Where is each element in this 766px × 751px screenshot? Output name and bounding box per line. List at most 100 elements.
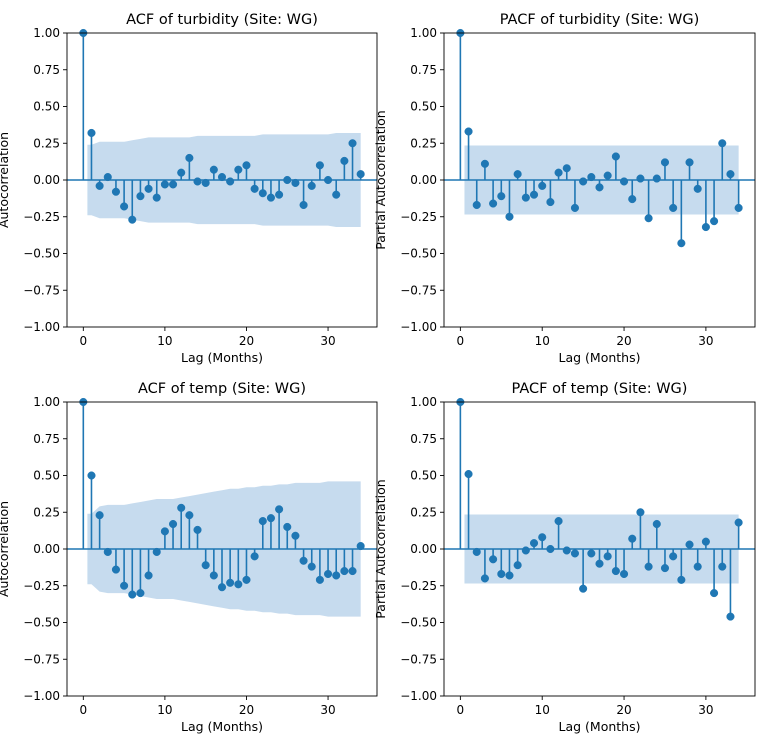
- pacf-turbidity-ytick-label: 0.00: [410, 173, 437, 187]
- pacf-temp-point: [701, 537, 710, 546]
- pacf-turbidity-point: [710, 217, 719, 226]
- pacf-turbidity-xtick-label: 0: [457, 334, 465, 348]
- pacf-temp-title: PACF of temp (Site: WG): [512, 381, 688, 397]
- pacf-turbidity-point: [677, 239, 686, 248]
- acf-turbidity-title: ACF of turbidity (Site: WG): [126, 12, 318, 28]
- acf-turbidity-point: [315, 161, 324, 170]
- pacf-turbidity-xtick-label: 10: [535, 334, 550, 348]
- acf-temp-point: [348, 567, 357, 576]
- acf-turbidity-point: [258, 189, 267, 198]
- acf-turbidity-point: [144, 184, 153, 193]
- acf-turbidity-ytick-label: −1.00: [23, 320, 60, 334]
- pacf-turbidity-point: [489, 199, 498, 208]
- acf-turbidity-point: [250, 184, 259, 193]
- pacf-turbidity-point: [693, 184, 702, 193]
- pacf-temp-point: [636, 508, 645, 517]
- acf-turbidity-ytick-label: 1.00: [33, 26, 60, 40]
- acf-temp-point: [226, 578, 235, 587]
- pacf-temp-point: [538, 533, 547, 542]
- pacf-turbidity-point: [726, 170, 735, 179]
- pacf-turbidity-point: [505, 212, 514, 221]
- acf-temp-point: [340, 567, 349, 576]
- acf-turbidity-point: [95, 181, 104, 190]
- pacf-turbidity-point: [644, 214, 653, 223]
- pacf-temp-point: [513, 561, 522, 570]
- acf-temp-point: [144, 571, 153, 580]
- acf-turbidity-ylabel: Autocorrelation: [0, 132, 11, 228]
- acf-turbidity-plot-area: [67, 33, 377, 228]
- acf-turbidity-point: [152, 193, 161, 202]
- pacf-turbidity-point: [701, 222, 710, 232]
- pacf-turbidity-point: [595, 183, 604, 192]
- pacf-turbidity-point: [636, 174, 645, 183]
- acf-turbidity-point: [234, 165, 243, 174]
- pacf-turbidity-ytick-label: 0.50: [410, 100, 437, 114]
- acf-turbidity-point: [87, 128, 96, 138]
- acf-temp-point: [193, 525, 202, 534]
- pacf-turbidity-point: [464, 127, 473, 136]
- acf-temp-point: [120, 581, 129, 590]
- pacf-temp-point: [726, 612, 735, 621]
- pacf-temp-point: [521, 546, 530, 555]
- pacf-turbidity-title: PACF of turbidity (Site: WG): [500, 12, 700, 28]
- pacf-temp-xtick-label: 10: [535, 703, 550, 717]
- acf-temp-ytick-label: −1.00: [23, 689, 60, 703]
- pacf-temp-point: [718, 562, 727, 571]
- acf-temp-point: [250, 552, 259, 561]
- acf-temp-ytick-label: 0.25: [33, 505, 60, 519]
- pacf-temp-point: [497, 569, 506, 579]
- acf-turbidity-point: [160, 180, 169, 189]
- pacf-temp-point: [489, 555, 498, 564]
- pacf-temp-ytick-label: −0.50: [400, 616, 437, 630]
- acf-temp-plot-area: [67, 402, 377, 617]
- pacf-turbidity-point: [734, 203, 743, 212]
- acf-turbidity-point: [332, 190, 341, 199]
- pacf-turbidity-point: [652, 174, 661, 183]
- pacf-turbidity-point: [669, 203, 678, 212]
- acf-turbidity-point: [291, 178, 300, 187]
- pacf-temp-point: [660, 564, 670, 573]
- acf-temp-ytick-label: 0.75: [33, 432, 60, 446]
- pacf-temp-point: [620, 569, 629, 579]
- pacf-temp-point: [628, 534, 637, 543]
- acf-turbidity-point: [299, 200, 308, 210]
- acf-turbidity-point: [242, 161, 251, 170]
- acf-turbidity-point: [283, 175, 292, 185]
- acf-temp-point: [201, 561, 210, 570]
- pacf-turbidity-point: [685, 158, 694, 167]
- pacf-temp-point: [595, 559, 604, 568]
- pacf-turbidity-point: [587, 173, 596, 182]
- acf-turbidity-point: [120, 202, 129, 211]
- pacf-turbidity-point: [570, 203, 579, 212]
- acf-temp-title: ACF of temp (Site: WG): [138, 381, 306, 397]
- pacf-temp-point: [562, 546, 571, 555]
- acf-turbidity-point: [340, 156, 349, 165]
- acf-temp-point: [234, 580, 243, 589]
- pacf-temp-point: [669, 552, 678, 561]
- acf-turbidity-point: [111, 187, 120, 196]
- acf-temp-chart: −1.00 −0.75 −0.50 −0.25 0.00 0.25 0.50 0.75 1.00…: [0, 381, 378, 734]
- pacf-turbidity-point: [562, 164, 571, 173]
- pacf-turbidity-point: [521, 193, 530, 202]
- acf-turbidity-point: [128, 215, 137, 224]
- acf-temp-point: [266, 514, 275, 523]
- acf-temp-ytick-label: −0.50: [23, 616, 60, 630]
- pacf-temp-point: [710, 589, 719, 598]
- pacf-turbidity-ylabel: Partial Autocorrelation: [373, 110, 388, 249]
- pacf-temp-point: [529, 539, 539, 548]
- acf-temp-point: [307, 562, 316, 571]
- acf-turbidity-point: [226, 177, 235, 186]
- acf-temp-ytick-label: −0.25: [23, 579, 60, 593]
- acf-temp-point: [185, 511, 194, 520]
- pacf-temp-ytick-label: −0.75: [400, 652, 437, 666]
- acf-temp-point: [87, 471, 96, 480]
- acf-temp-point: [177, 503, 186, 512]
- pacf-turbidity-ytick-label: −0.25: [400, 210, 437, 224]
- acf-turbidity-ytick-label: −0.75: [23, 283, 60, 297]
- pacf-temp-xlabel: Lag (Months): [559, 719, 641, 734]
- acf-turbidity-point: [169, 180, 178, 189]
- pacf-temp-point: [685, 540, 694, 549]
- pacf-turbidity-point: [660, 158, 670, 167]
- pacf-temp-xtick-label: 0: [457, 703, 465, 717]
- pacf-temp-point: [644, 562, 653, 571]
